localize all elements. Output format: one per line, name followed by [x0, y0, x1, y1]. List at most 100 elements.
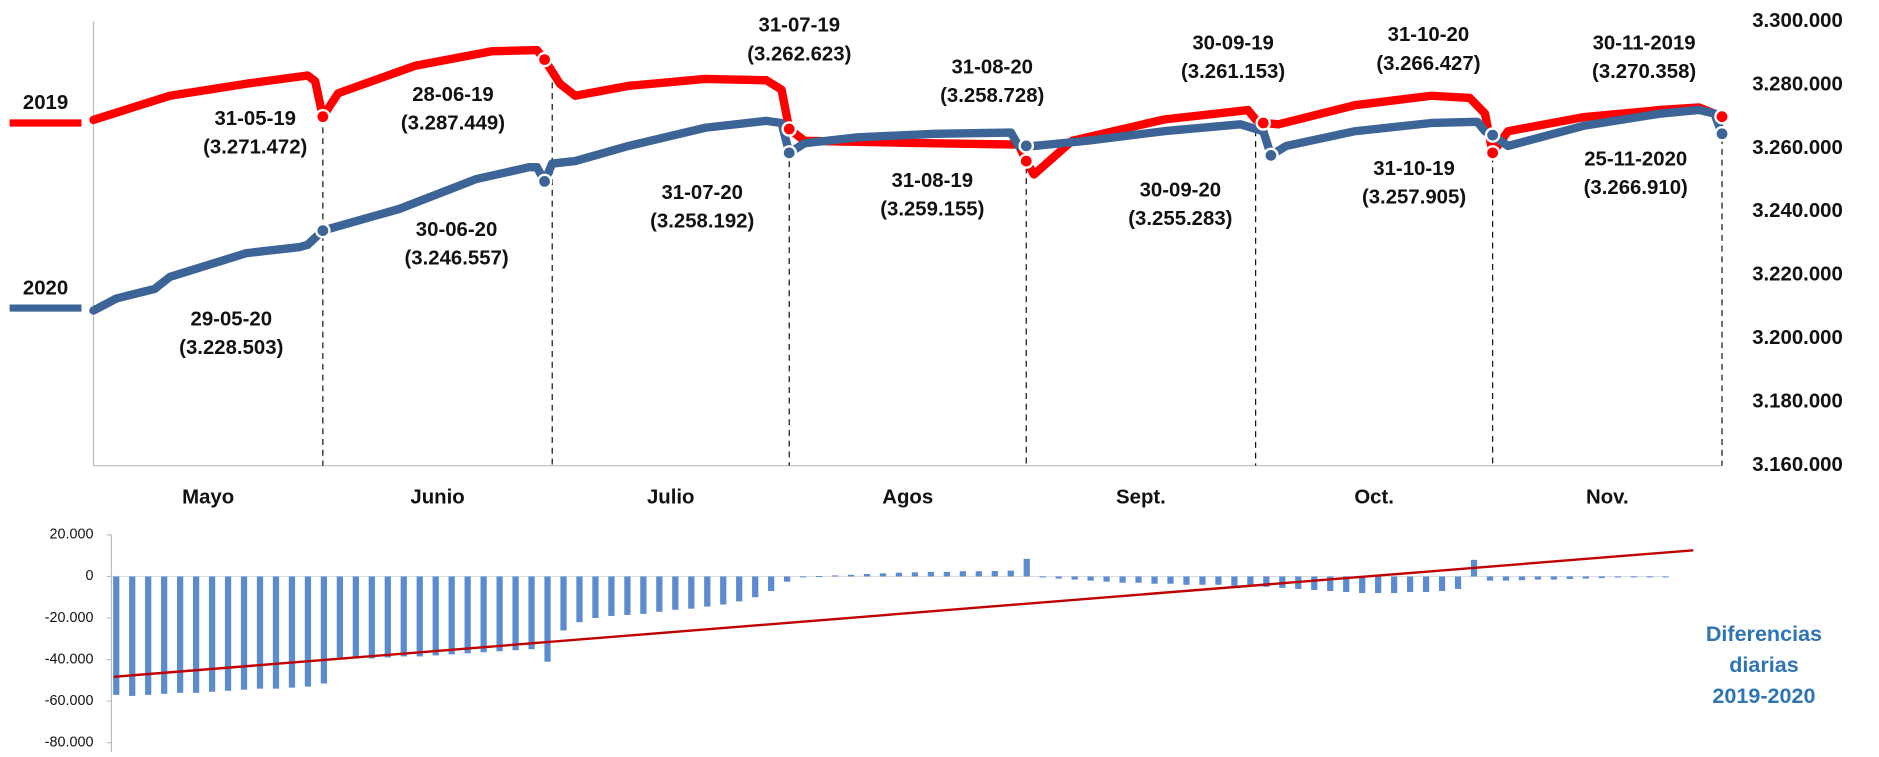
- annotation-date: 31-07-20: [661, 182, 743, 204]
- bar: [879, 573, 887, 577]
- bar: [1422, 576, 1430, 593]
- point-marker: [1484, 145, 1501, 161]
- y-tick-label: 3.220.000: [1752, 264, 1843, 286]
- y-tick-label: 3.300.000: [1752, 10, 1843, 32]
- bar: [240, 576, 248, 690]
- bar: [1502, 576, 1510, 581]
- annotation-value: (3.287.449): [401, 113, 505, 135]
- y-tick-label: 0: [85, 568, 93, 584]
- bar: [544, 576, 551, 662]
- annotation-value: (3.259.155): [880, 199, 984, 221]
- y-tick-label: -20.000: [45, 610, 94, 626]
- annotation-date: 30-09-19: [1192, 33, 1274, 55]
- bar: [304, 576, 312, 687]
- annotation-date: 31-07-19: [759, 15, 841, 37]
- y-tick-label: -40.000: [45, 651, 94, 667]
- y-tick-label: 3.280.000: [1752, 73, 1843, 95]
- point-marker: [1714, 108, 1730, 125]
- bar: [1534, 576, 1542, 580]
- note: 2019-2020: [1712, 684, 1815, 708]
- annotation-value: (3.257.905): [1362, 187, 1466, 209]
- annotation-date: 29-05-20: [191, 308, 273, 330]
- bar: [384, 576, 391, 658]
- x-tick-label: Oct.: [1354, 486, 1394, 508]
- bar: [1406, 576, 1414, 593]
- note: diarias: [1729, 653, 1799, 677]
- bar: [1007, 570, 1014, 577]
- bar: [256, 576, 264, 689]
- note: Diferencias: [1706, 622, 1822, 646]
- bar: [911, 572, 919, 577]
- annotation-date: 31-10-20: [1388, 24, 1470, 46]
- bar: [1023, 558, 1030, 577]
- bar: [592, 576, 599, 619]
- bar: [1183, 576, 1190, 585]
- bar: [991, 571, 998, 577]
- point-marker: [1263, 147, 1279, 164]
- bar: [1263, 576, 1270, 587]
- point-marker: [1018, 138, 1035, 154]
- bar: [815, 576, 823, 578]
- trend-line: [113, 549, 1694, 679]
- bar: [831, 575, 839, 577]
- bar: [129, 576, 136, 696]
- bar: [1215, 576, 1222, 585]
- bar: [768, 576, 775, 592]
- bar: [464, 576, 471, 654]
- annotation-date: 28-06-19: [412, 84, 494, 106]
- annotation-value: (3.266.427): [1376, 53, 1480, 75]
- bar: [1614, 576, 1621, 578]
- bar: [720, 576, 727, 605]
- bar: [688, 576, 695, 609]
- bar: [1167, 576, 1174, 584]
- bar: [704, 576, 711, 607]
- bar: [560, 576, 567, 631]
- bar: [272, 576, 280, 689]
- y-tick-label: 20.000: [50, 527, 94, 543]
- bar: [608, 576, 615, 616]
- bar: [1438, 576, 1446, 592]
- point-marker: [536, 173, 553, 190]
- x-tick-label: Agos: [882, 486, 933, 508]
- bar: [576, 576, 583, 623]
- bar: [1582, 576, 1589, 579]
- bar: [512, 576, 519, 651]
- bar: [1119, 576, 1126, 583]
- bar: [1630, 576, 1637, 578]
- bar: [1087, 576, 1094, 581]
- y-tick-label: -60.000: [45, 693, 94, 709]
- bar: [1359, 576, 1366, 594]
- bar: [656, 576, 663, 612]
- point-marker: [1018, 153, 1035, 169]
- bar: [1566, 576, 1573, 579]
- annotation-date: 31-08-19: [892, 170, 974, 192]
- annotation-value: (3.266.910): [1584, 177, 1688, 199]
- bar: [672, 576, 679, 610]
- bar: [1151, 576, 1158, 584]
- bar: [1486, 576, 1494, 581]
- bar: [1518, 576, 1526, 581]
- bar: [113, 576, 120, 695]
- point-marker: [1255, 115, 1272, 131]
- annotation-value: (3.271.472): [203, 136, 307, 158]
- x-tick-label: Sept.: [1116, 486, 1166, 508]
- series-line: [89, 105, 1727, 315]
- bar: [1662, 576, 1669, 578]
- bar: [448, 576, 455, 655]
- bar: [1311, 576, 1318, 590]
- y-tick-label: 3.240.000: [1752, 200, 1843, 222]
- bar: [320, 576, 328, 684]
- legend-label: 2020: [23, 277, 68, 299]
- point-marker: [315, 108, 331, 125]
- bar: [943, 571, 950, 577]
- legend-label: 2019: [23, 92, 68, 114]
- bar: [368, 576, 375, 659]
- bar: [799, 576, 807, 578]
- y-tick-label: 3.160.000: [1752, 454, 1843, 476]
- bar: [1454, 576, 1462, 589]
- point-marker: [315, 222, 331, 239]
- bar: [1343, 576, 1350, 593]
- bar: [1375, 576, 1382, 594]
- x-tick-label: Julio: [647, 486, 695, 508]
